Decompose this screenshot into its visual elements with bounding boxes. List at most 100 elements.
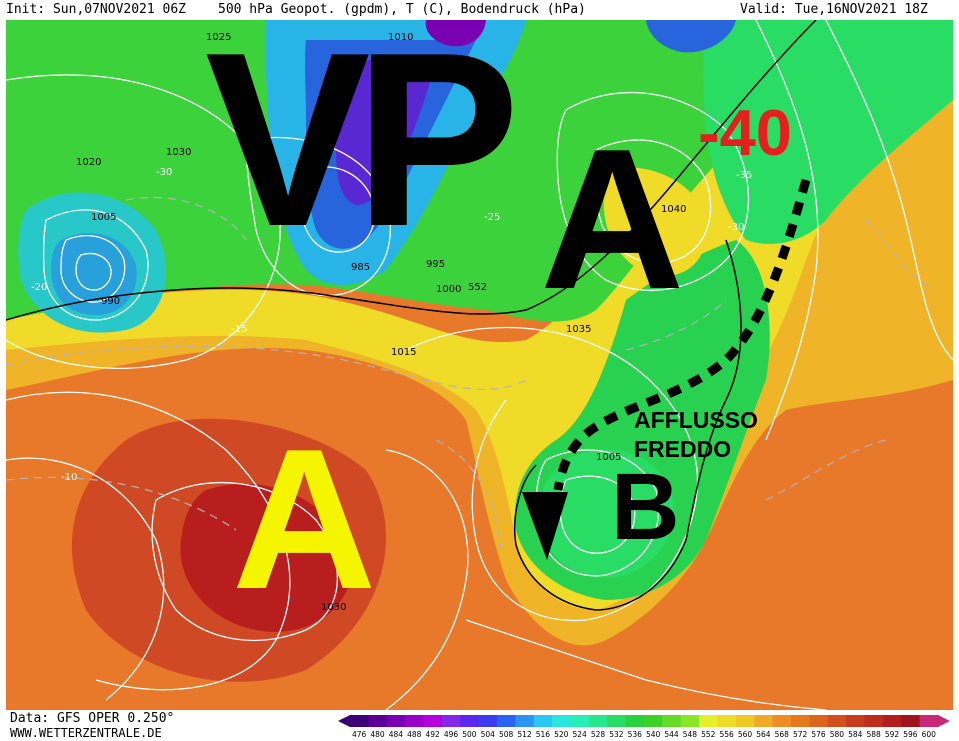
geopotential-temperature-map: 1025 1010 1005 1020 1035 1030 1015 1000 … bbox=[6, 20, 953, 710]
scale-swatch bbox=[772, 715, 792, 727]
annotation-high-south: A bbox=[232, 408, 377, 631]
annotation-cold-flow: AFFLUSSO FREDDO bbox=[634, 407, 758, 462]
scale-label: 548 bbox=[683, 730, 698, 739]
pressure-label: 990 bbox=[101, 296, 120, 307]
geopotential-552-line bbox=[6, 20, 817, 321]
scale-swatch bbox=[699, 715, 718, 727]
pressure-label: 985 bbox=[351, 262, 370, 273]
scale-label: 532 bbox=[609, 730, 624, 739]
scale-swatch bbox=[368, 715, 388, 727]
scale-swatch bbox=[570, 715, 590, 727]
scale-label: 500 bbox=[462, 730, 477, 739]
scale-swatch bbox=[846, 715, 865, 727]
temperature-labels: -30 -25 -20 -15 -10 -35 -30 bbox=[31, 167, 752, 483]
ne-low-blue bbox=[646, 20, 736, 53]
scale-arrow-left bbox=[338, 715, 350, 727]
scale-swatch bbox=[423, 715, 443, 727]
temperature-isotherms bbox=[6, 196, 937, 551]
temperature-label: -25 bbox=[484, 212, 500, 223]
scale-label: 524 bbox=[573, 730, 588, 739]
scale-label: 512 bbox=[517, 730, 532, 739]
scale-label: 516 bbox=[536, 730, 551, 739]
scale-swatch bbox=[662, 715, 682, 727]
geopotential-label: 552 bbox=[468, 282, 487, 293]
temperature-label: -35 bbox=[736, 170, 752, 181]
scale-swatch bbox=[588, 715, 608, 727]
valid-time: Valid: Tue,16NOV2021 18Z bbox=[740, 2, 928, 17]
map-header: Init: Sun,07NOV2021 06Z 500 hPa Geopot. … bbox=[0, 0, 959, 20]
pressure-label: 1010 bbox=[388, 32, 413, 43]
scale-label: 556 bbox=[720, 730, 735, 739]
pressure-label: 1030 bbox=[321, 602, 346, 613]
scale-swatch bbox=[515, 715, 535, 727]
color-scale: 476 480 484 488 492 496 500 504 508 512 516 520 524 5… bbox=[338, 715, 950, 739]
scale-label: 480 bbox=[370, 730, 385, 739]
scale-swatch bbox=[460, 715, 480, 727]
scale-label: 580 bbox=[830, 730, 845, 739]
scale-swatch bbox=[735, 715, 755, 727]
scale-swatch bbox=[552, 715, 571, 727]
pressure-labels: 1025 1010 1005 1020 1035 1030 1015 1000 … bbox=[76, 32, 686, 613]
init-time: Init: Sun,07NOV2021 06Z bbox=[6, 2, 187, 17]
scale-swatch bbox=[533, 715, 553, 727]
pressure-label: 1040 bbox=[661, 204, 686, 215]
pressure-label: 1025 bbox=[206, 32, 231, 43]
map-area: 1025 1010 1005 1020 1035 1030 1015 1000 … bbox=[6, 20, 953, 710]
scale-label: 584 bbox=[848, 730, 863, 739]
warm-core-inner bbox=[180, 483, 352, 632]
scale-swatch bbox=[827, 715, 847, 727]
scale-label: 496 bbox=[444, 730, 459, 739]
pressure-label: 1035 bbox=[566, 324, 591, 335]
east-warm-field bbox=[706, 320, 953, 710]
scale-arrow-right bbox=[938, 715, 950, 727]
low-core-green bbox=[538, 449, 674, 578]
cold-flow-arrowhead bbox=[522, 492, 568, 560]
scale-label: 596 bbox=[903, 730, 918, 739]
scale-label: 492 bbox=[426, 730, 441, 739]
scale-swatch bbox=[405, 715, 424, 727]
scale-label: 484 bbox=[389, 730, 404, 739]
scale-label: 540 bbox=[646, 730, 661, 739]
pressure-label: 995 bbox=[426, 259, 445, 270]
website: WWW.WETTERZENTRALE.DE bbox=[10, 726, 162, 740]
scale-swatch bbox=[901, 715, 921, 727]
pressure-label: 1030 bbox=[166, 147, 191, 158]
data-source: Data: GFS OPER 0.250° bbox=[10, 711, 175, 726]
scale-swatch bbox=[478, 715, 498, 727]
scale-label: 564 bbox=[756, 730, 771, 739]
scale-label: 552 bbox=[701, 730, 716, 739]
trough-purple bbox=[335, 60, 436, 205]
scale-label: 544 bbox=[664, 730, 679, 739]
pressure-label: 1005 bbox=[91, 212, 116, 223]
temperature-label: -30 bbox=[156, 167, 172, 178]
scale-label: 592 bbox=[885, 730, 900, 739]
scale-swatch bbox=[809, 715, 829, 727]
scale-swatch bbox=[441, 715, 461, 727]
scale-swatch bbox=[680, 715, 700, 727]
cold-flow-arrow-path bbox=[553, 178, 811, 491]
scale-swatch bbox=[717, 715, 737, 727]
annotation-temperature: -40 bbox=[698, 96, 792, 169]
trough-purple-core bbox=[425, 20, 486, 47]
scandinavian-high-yellow bbox=[603, 167, 707, 276]
scale-label: 560 bbox=[738, 730, 753, 739]
scale-label: 572 bbox=[793, 730, 808, 739]
temperature-label: -15 bbox=[231, 324, 247, 335]
annotation-high-north: A bbox=[540, 108, 685, 331]
scale-swatch bbox=[919, 715, 939, 727]
scale-label: 588 bbox=[867, 730, 882, 739]
map-footer: Data: GFS OPER 0.250° WWW.WETTERZENTRALE… bbox=[0, 710, 959, 741]
annotation-low: B bbox=[611, 454, 680, 560]
temperature-label: -30 bbox=[728, 222, 744, 233]
scale-swatch bbox=[644, 715, 663, 727]
scale-swatch bbox=[607, 715, 627, 727]
pressure-label: 1000 bbox=[436, 284, 461, 295]
scale-label: 568 bbox=[775, 730, 790, 739]
scale-label: 508 bbox=[499, 730, 514, 739]
scale-swatch bbox=[882, 715, 902, 727]
temperature-label: -20 bbox=[31, 282, 47, 293]
scale-swatch bbox=[864, 715, 884, 727]
scale-swatch bbox=[497, 715, 516, 727]
annotation-vp: VP bbox=[205, 0, 520, 278]
scale-label: 504 bbox=[481, 730, 496, 739]
